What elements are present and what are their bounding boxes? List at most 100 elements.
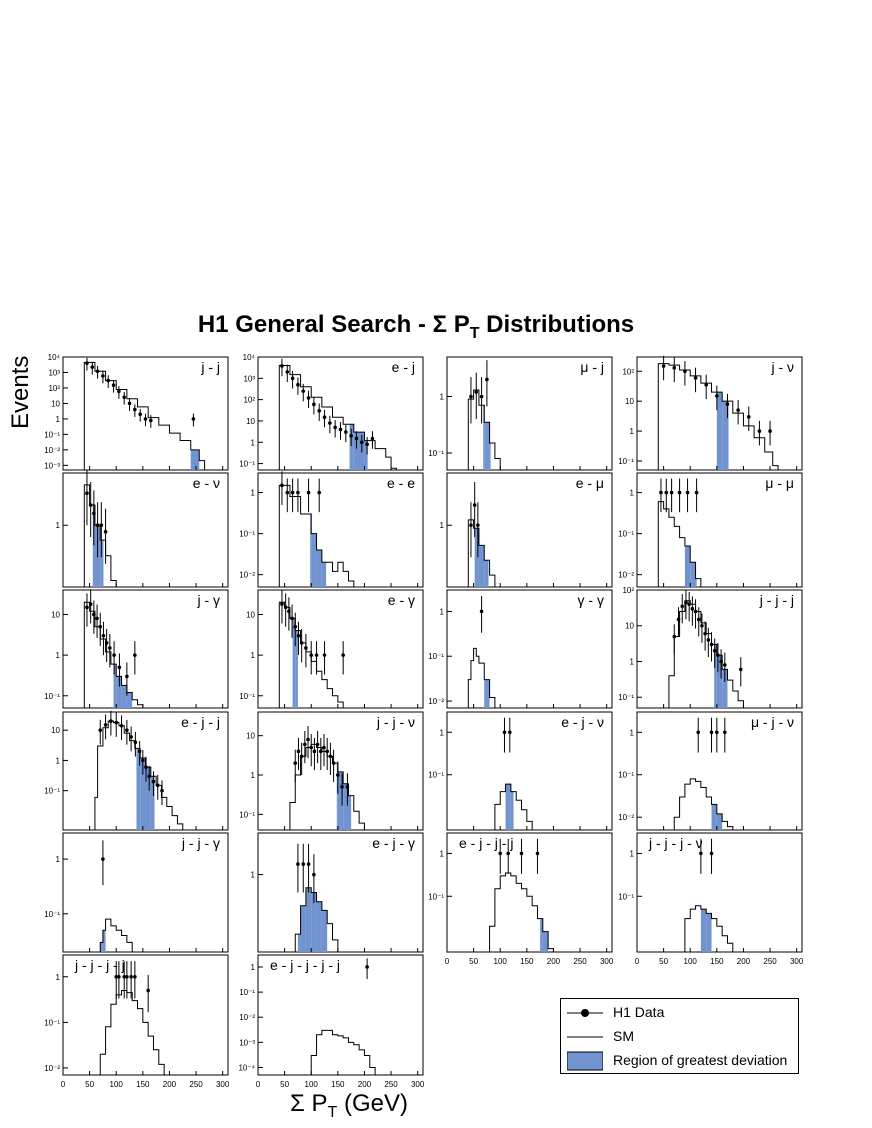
data-point — [108, 646, 112, 650]
data-point — [95, 523, 100, 528]
deviation-region — [349, 424, 354, 470]
y-tick-label: 10⁻¹ — [239, 692, 255, 701]
deviation-region — [316, 901, 322, 952]
data-point — [365, 442, 369, 447]
data-point — [101, 633, 106, 638]
data-point — [715, 394, 719, 398]
x-tick-label: 150 — [331, 1080, 345, 1089]
y-tick-label: 10⁻² — [239, 571, 255, 580]
panel-frame — [446, 711, 613, 831]
data-point — [706, 638, 711, 642]
panel-frame — [636, 832, 803, 953]
deviation-region — [140, 758, 146, 830]
channel-label: e - ν — [193, 475, 220, 491]
data-point — [469, 523, 473, 528]
data-point — [370, 436, 375, 441]
y-tick-label: 1 — [630, 728, 635, 737]
deviation-region — [714, 644, 717, 708]
deviation-region — [690, 562, 696, 587]
data-point — [317, 490, 322, 495]
x-tick-label: 150 — [136, 1080, 150, 1089]
deviation-region — [305, 887, 312, 952]
data-point — [469, 394, 473, 399]
panel-frame — [446, 356, 613, 471]
data-point — [338, 427, 343, 432]
data-point — [322, 745, 326, 750]
deviation-region — [484, 679, 490, 708]
data-point — [293, 761, 298, 765]
data-point — [138, 412, 142, 417]
data-point — [325, 749, 329, 754]
y-tick-label: 10⁻¹ — [44, 1018, 60, 1027]
deviation-region — [353, 432, 365, 470]
data-point — [117, 389, 121, 394]
deviation-region — [348, 795, 352, 830]
panel-frame — [62, 832, 229, 953]
data-point — [479, 609, 484, 614]
data-point — [304, 646, 308, 650]
x-tick-label: 300 — [216, 1080, 230, 1089]
y-tick-label: 10 — [51, 610, 60, 619]
sm-histogram — [310, 1029, 376, 1075]
data-point — [287, 609, 291, 614]
data-point — [690, 606, 695, 611]
deviation-region — [311, 533, 317, 587]
deviation-region — [102, 930, 106, 952]
data-point — [125, 974, 129, 979]
data-point — [125, 728, 129, 733]
y-tick-label: 10⁴ — [48, 353, 61, 362]
data-point — [296, 490, 300, 495]
panel-frame — [257, 356, 424, 471]
deviation-region — [336, 763, 338, 830]
data-point — [133, 974, 137, 979]
y-tick-label: 1 — [630, 849, 635, 858]
data-point — [738, 667, 743, 672]
y-tick-label: 1 — [440, 607, 445, 616]
data-point — [703, 631, 707, 636]
data-point — [296, 633, 301, 638]
sm-histogram — [467, 389, 506, 471]
y-tick-label: 10⁻¹ — [239, 810, 255, 819]
x-tick-label: 300 — [600, 957, 614, 966]
data-point — [506, 851, 511, 856]
y-tick-label: 10⁻¹ — [428, 652, 444, 661]
y-tick-label: 1 — [630, 489, 635, 498]
data-point — [155, 783, 160, 788]
sm-histogram — [278, 601, 349, 709]
sm-histogram — [278, 364, 397, 470]
data-point — [144, 765, 148, 769]
legend-item-sm: SM — [561, 1025, 798, 1049]
y-tick-label: 10² — [243, 396, 255, 405]
data-point — [106, 378, 111, 383]
y-tick-label: 10 — [246, 610, 255, 619]
data-point — [95, 369, 100, 374]
deviation-region — [711, 804, 717, 830]
deviation-region — [292, 618, 296, 708]
y-tick-label: 10⁻¹ — [239, 530, 255, 539]
data-point — [725, 402, 730, 406]
data-point — [306, 862, 311, 866]
data-point — [306, 737, 310, 742]
x-tick-label: 150 — [520, 957, 534, 966]
y-tick-label: 1 — [56, 756, 61, 765]
sm-line-icon — [567, 1036, 603, 1038]
chart-title: H1 General Search - Σ PT Distributions — [197, 311, 635, 342]
y-tick-label: 10⁻² — [428, 697, 444, 706]
y-tick-label: 1 — [251, 771, 256, 780]
y-tick-label: 10⁻² — [618, 813, 634, 822]
data-point — [664, 490, 669, 495]
deviation-region — [484, 560, 489, 587]
data-point — [315, 742, 320, 747]
data-point — [340, 785, 344, 789]
deviation-region — [126, 692, 133, 708]
y-tick-label: 10 — [246, 732, 255, 741]
data-point — [322, 415, 327, 419]
data-point — [290, 616, 294, 621]
deviation-region — [474, 528, 479, 587]
data-point — [677, 490, 682, 495]
x-tick-label: 50 — [469, 957, 478, 966]
data-point — [101, 857, 105, 861]
data-point — [112, 653, 116, 657]
data-point — [349, 434, 353, 438]
data-point — [672, 366, 677, 370]
